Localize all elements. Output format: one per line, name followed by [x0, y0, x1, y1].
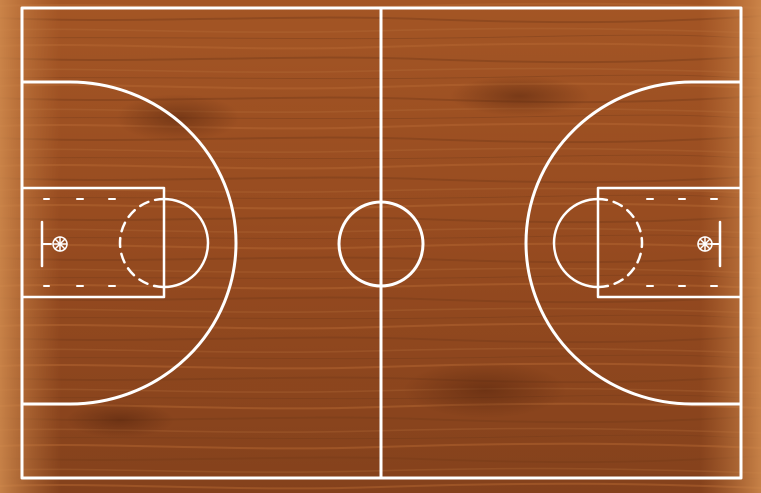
left-free-throw-circle-dashed: [118, 197, 166, 289]
left-key: [20, 186, 166, 299]
center-circle: [337, 200, 425, 288]
right-free-throw-circle-dashed: [596, 197, 644, 289]
left-free-throw-circle-solid: [162, 197, 210, 289]
court-lines: [20, 6, 743, 480]
left-hoop-icon: [52, 236, 68, 252]
right-three-point-line: [524, 80, 743, 406]
left-three-point-line: [20, 80, 238, 406]
wood-knot: [450, 76, 590, 116]
wood-knot: [66, 402, 174, 438]
wood-knot: [403, 362, 567, 418]
wood-knot: [116, 94, 240, 142]
right-free-throw-circle-solid: [552, 197, 600, 289]
left-key-hash-marks: [43, 198, 116, 287]
right-key-hash-marks: [646, 198, 718, 287]
right-key: [596, 186, 743, 299]
right-hoop-icon: [697, 236, 713, 252]
